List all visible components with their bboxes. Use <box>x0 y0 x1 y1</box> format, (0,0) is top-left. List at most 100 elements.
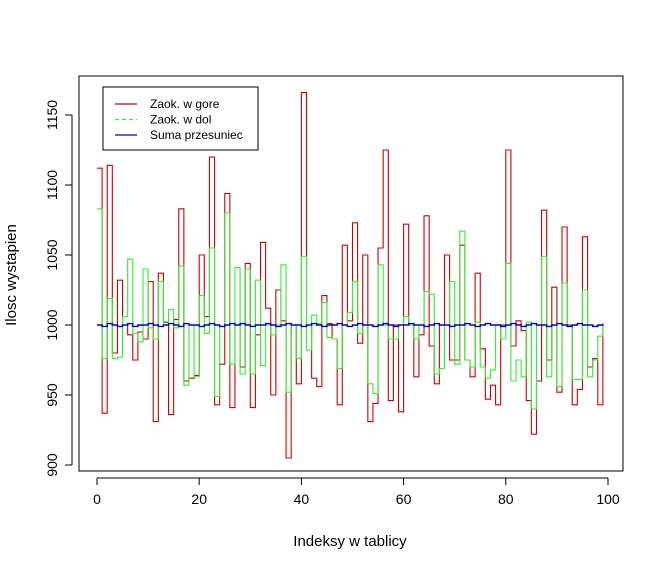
data-point <box>214 404 215 405</box>
x-tick-label: 60 <box>396 491 412 507</box>
data-point <box>260 324 261 325</box>
data-point <box>255 280 256 281</box>
legend-label-3: Suma przesuniec <box>150 128 243 142</box>
data-point <box>505 149 506 150</box>
data-point <box>393 338 394 339</box>
data-point <box>337 368 338 369</box>
data-point <box>168 414 169 415</box>
data-point <box>541 210 542 211</box>
data-point <box>475 273 476 274</box>
data-point <box>423 326 424 327</box>
data-point <box>301 92 302 93</box>
data-point <box>209 323 210 324</box>
data-point <box>515 320 516 321</box>
data-point <box>229 364 230 365</box>
data-point <box>357 343 358 344</box>
data-point <box>337 323 338 324</box>
data-point <box>173 327 174 328</box>
data-point <box>572 404 573 405</box>
data-point <box>214 324 215 325</box>
x-tick-label: 0 <box>93 491 101 507</box>
data-point <box>434 373 435 374</box>
data-point <box>347 312 348 313</box>
data-point <box>357 323 358 324</box>
data-point <box>469 324 470 325</box>
data-point <box>587 324 588 325</box>
data-point <box>561 282 562 283</box>
data-point <box>388 400 389 401</box>
data-point <box>377 247 378 248</box>
data-point <box>485 378 486 379</box>
data-point <box>423 215 424 216</box>
data-point <box>280 264 281 265</box>
data-point <box>413 338 414 339</box>
data-point <box>117 326 118 327</box>
data-point <box>413 376 414 377</box>
data-point <box>122 316 123 317</box>
data-point <box>117 357 118 358</box>
y-tick-label: 1000 <box>44 309 60 340</box>
data-point <box>500 338 501 339</box>
data-point <box>541 324 542 325</box>
data-point <box>337 404 338 405</box>
data-point <box>153 421 154 422</box>
data-point <box>245 263 246 264</box>
data-point <box>572 379 573 380</box>
data-point <box>153 338 154 339</box>
series-line-3 <box>97 322 604 328</box>
data-point <box>326 324 327 325</box>
data-point <box>311 378 312 379</box>
data-point <box>96 208 97 209</box>
data-point <box>270 324 271 325</box>
data-point <box>367 383 368 384</box>
data-point <box>429 324 430 325</box>
data-point <box>173 324 174 325</box>
data-point <box>224 193 225 194</box>
data-point <box>536 324 537 325</box>
data-point <box>163 324 164 325</box>
data-point <box>362 254 363 255</box>
data-point <box>275 326 276 327</box>
data-point <box>439 324 440 325</box>
data-point <box>556 392 557 393</box>
data-point <box>572 324 573 325</box>
data-point <box>285 323 286 324</box>
data-point <box>153 324 154 325</box>
x-axis: 0 20 40 60 80 100 <box>93 477 620 507</box>
data-point <box>285 392 286 393</box>
data-point <box>183 385 184 386</box>
data-point <box>316 386 317 387</box>
data-point <box>321 295 322 296</box>
data-point <box>567 326 568 327</box>
data-point <box>582 289 583 290</box>
data-point <box>526 400 527 401</box>
data-point <box>193 376 194 377</box>
data-point <box>301 326 302 327</box>
data-point <box>137 331 138 332</box>
data-point <box>597 324 598 325</box>
data-point <box>296 383 297 384</box>
data-point <box>316 324 317 325</box>
data-point <box>117 280 118 281</box>
data-point <box>526 324 527 325</box>
data-point <box>531 408 532 409</box>
data-point <box>526 322 527 323</box>
data-point <box>301 256 302 257</box>
data-point <box>434 323 435 324</box>
data-point <box>383 323 384 324</box>
data-point <box>214 396 215 397</box>
x-tick-label: 20 <box>191 491 207 507</box>
data-point <box>383 149 384 150</box>
data-point <box>239 323 240 324</box>
data-point <box>449 326 450 327</box>
data-point <box>158 273 159 274</box>
data-point <box>142 324 143 325</box>
data-point <box>306 324 307 325</box>
data-point <box>137 341 138 342</box>
data-point <box>199 295 200 296</box>
data-point <box>260 365 261 366</box>
data-point <box>342 245 343 246</box>
data-point <box>592 326 593 327</box>
